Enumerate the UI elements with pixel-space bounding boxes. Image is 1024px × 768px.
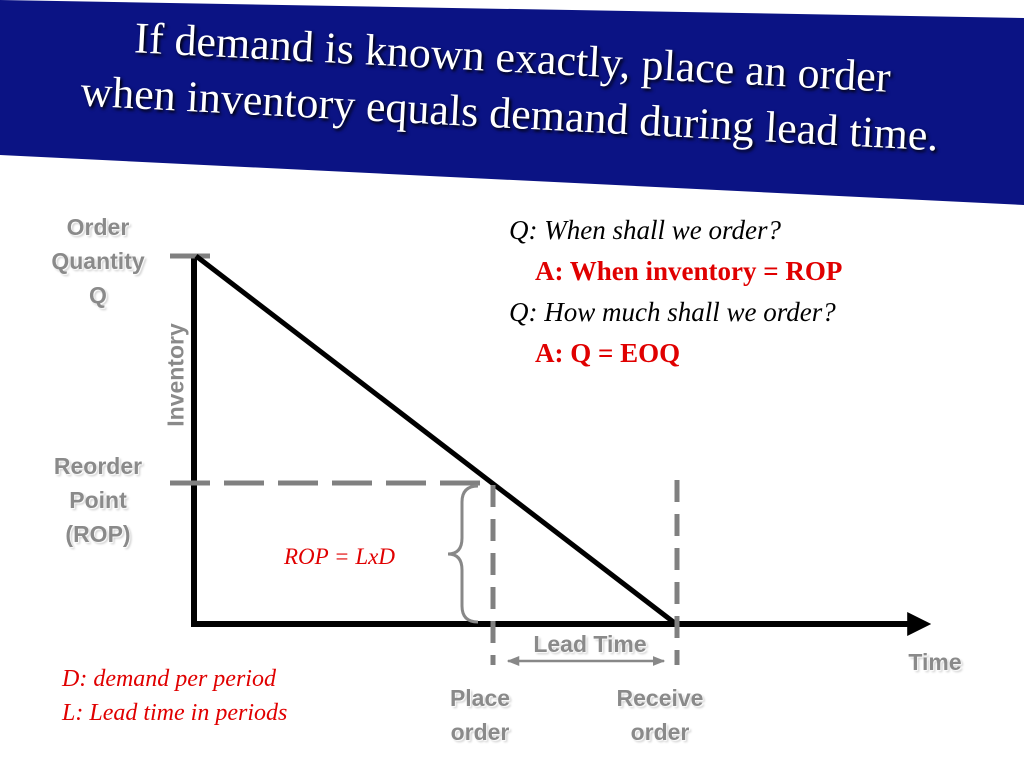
inventory-line <box>194 254 678 626</box>
receive-order-line-2: order <box>630 719 690 745</box>
reorder-point-line-1: Reorder <box>53 453 143 479</box>
order-quantity-line-1: Order <box>66 214 130 240</box>
receive-order-line-1: Receive <box>616 685 704 711</box>
inventory-axis-label: Inventory <box>162 323 189 427</box>
qa-block: Q: When shall we order? A: When inventor… <box>509 210 842 374</box>
answer-when: A: When inventory = ROP <box>535 256 843 286</box>
receive-order-label: Receive order <box>590 681 730 749</box>
question-when: Q: When shall we order? <box>509 215 781 245</box>
legend-demand: D: demand per period <box>62 666 276 692</box>
legend-lead-time: L: Lead time in periods <box>62 700 288 726</box>
place-order-label: Place order <box>420 681 540 749</box>
reorder-point-label: Reorder Point (ROP) <box>28 449 168 551</box>
lead-time-label: Lead Time <box>533 631 647 657</box>
order-quantity-label: Order Quantity Q <box>28 210 168 312</box>
variable-legend: D: demand per period L: Lead time in per… <box>62 662 287 730</box>
order-quantity-line-2: Quantity <box>51 248 145 274</box>
time-axis-label: Time <box>908 649 962 675</box>
reorder-point-line-2: Point <box>69 487 127 513</box>
reorder-point-line-3: (ROP) <box>65 521 131 547</box>
place-order-line-1: Place <box>449 685 511 711</box>
order-quantity-line-3: Q <box>89 282 107 308</box>
question-how-much: Q: How much shall we order? <box>509 297 836 327</box>
place-order-line-2: order <box>450 719 510 745</box>
rop-formula: ROP = LxD <box>284 544 395 569</box>
lead-demand-brace <box>447 484 479 624</box>
answer-how-much: A: Q = EOQ <box>535 338 681 368</box>
